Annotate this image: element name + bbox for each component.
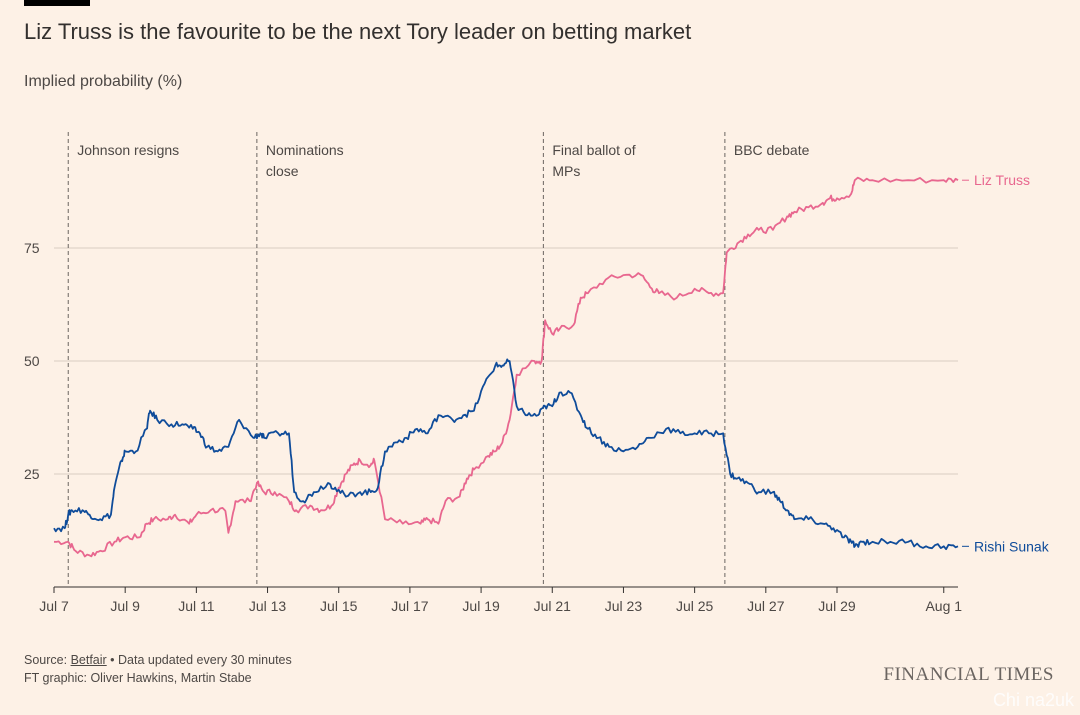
annotation-label-1-1: close [266,163,299,179]
x-tick-label: Jul 13 [249,598,287,614]
annotation-label-0-0: Johnson resigns [77,142,179,158]
y-tick-label-50: 50 [24,353,40,369]
annotation-label-1-0: Nominations [266,142,344,158]
chart-title: Liz Truss is the favourite to be the nex… [24,19,692,44]
source-note: Source: Betfair • Data updated every 30 … [24,651,292,687]
x-tick-label: Jul 23 [605,598,643,614]
gridlines: 25 50 75 [24,240,958,482]
annotation-label-3-0: BBC debate [734,142,810,158]
graphic-credit: FT graphic: Oliver Hawkins, Martin Stabe [24,671,252,685]
x-tick-label: Aug 1 [925,598,962,614]
source-prefix: Source: [24,653,71,667]
x-tick-label: Jul 7 [39,598,69,614]
x-tick-label: Jul 21 [534,598,572,614]
x-axis: Jul 7 Jul 9 Jul 11 Jul 13 Jul 15 Jul 17 Jul 19… [39,586,962,614]
series-label-liz-truss: Liz Truss [974,172,1030,188]
x-tick-label: Jul 25 [676,598,714,614]
x-tick-label: Jul 11 [178,598,215,614]
y-axis-label: Implied probability (%) [24,73,183,90]
series-labels: Liz Truss Rishi Sunak [962,172,1050,554]
x-tick-label: Jul 9 [110,598,140,614]
x-tick-label: Jul 19 [462,598,500,614]
annotation-label-2-1: MPs [552,163,580,179]
series-label-rishi-sunak: Rishi Sunak [974,538,1050,554]
series-lines [53,176,959,558]
series-line-liz-truss [53,176,959,558]
x-tick-label: Jul 17 [391,598,429,614]
x-tick-label: Jul 27 [747,598,785,614]
x-tick-label: Jul 15 [320,598,358,614]
ft-logo: FINANCIAL TIMES [883,664,1054,685]
x-tick-label: Jul 29 [818,598,856,614]
annotation-label-2-0: Final ballot of [552,142,635,158]
y-tick-label-75: 75 [24,240,40,256]
event-annotations: Johnson resigns Nominations close Final bal… [67,132,810,587]
ft-top-bar [24,0,90,6]
source-suffix: • Data updated every 30 minutes [106,653,292,667]
watermark-text: Chi na2uk [992,690,1074,710]
y-tick-label-25: 25 [24,466,40,482]
source-link-betfair[interactable]: Betfair [70,653,107,667]
series-line-rishi-sunak [53,358,959,551]
